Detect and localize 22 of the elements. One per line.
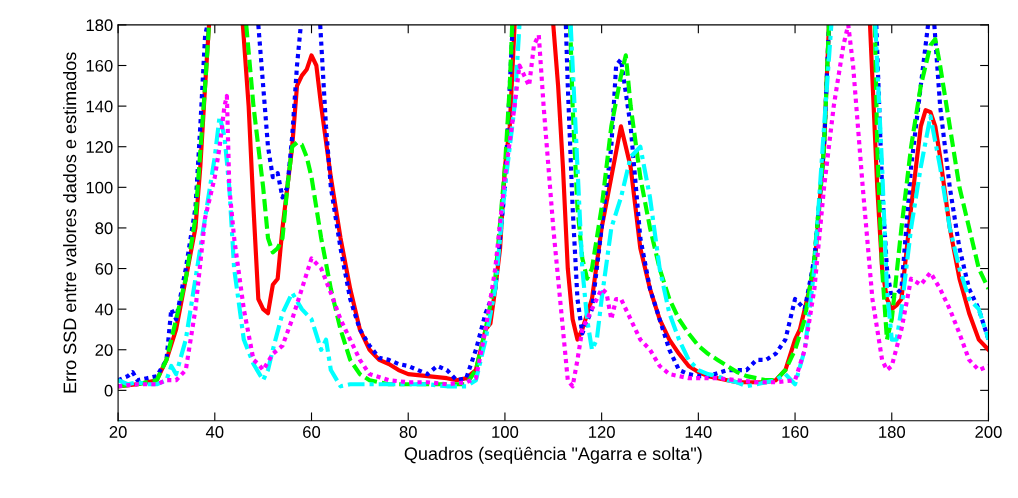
y-tick-label: 160 [86,59,113,72]
x-tick-label: 180 [879,426,906,438]
y-tick-label: 60 [95,262,113,275]
x-tick-label: 60 [303,426,321,438]
x-axis-title: Quadros (seqüência "Agarra e solta") [404,446,702,464]
y-tick-label: 0 [104,384,113,397]
y-tick-label: 180 [86,19,113,32]
x-tick-label: 40 [205,426,224,438]
x-tick-label: 160 [782,426,809,438]
x-tick-label: 20 [109,426,127,438]
x-tick-label: 200 [975,426,1002,438]
x-tick-label: 120 [589,426,615,438]
y-tick-label: 140 [86,100,113,113]
y-tick-label: 100 [86,181,113,194]
y-axis-title: Erro SSD entre valores dados e estimados [63,52,77,393]
x-tick-label: 100 [492,426,519,438]
y-tick-label: 120 [86,141,113,153]
y-tick-label: 40 [95,303,113,316]
x-tick-label: 80 [399,426,417,438]
x-tick-label: 140 [685,426,712,438]
y-tick-label: 80 [95,222,113,235]
y-tick-label: 20 [95,344,113,356]
